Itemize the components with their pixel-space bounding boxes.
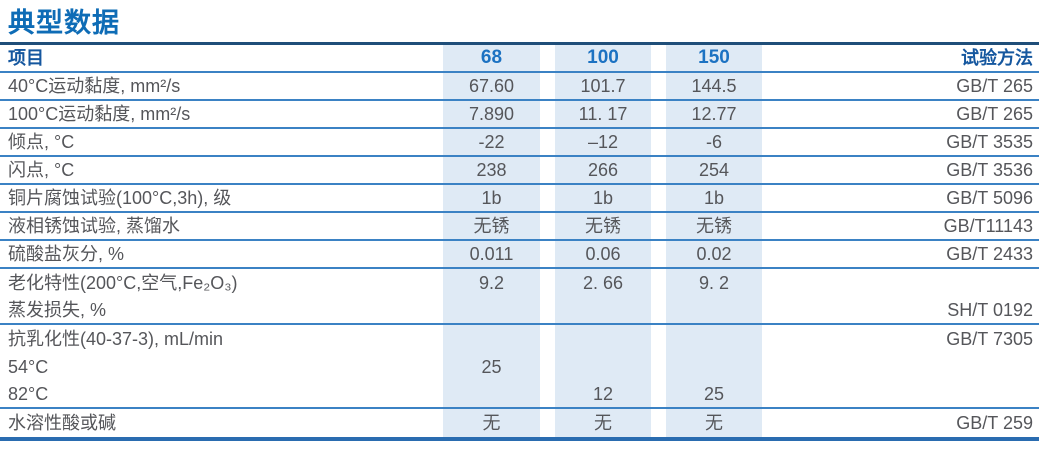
table-row: 铜片腐蚀试验(100°C,3h), 级 1b 1b 1b GB/T 5096: [0, 185, 1039, 213]
row-label: 54°C: [8, 357, 49, 377]
value-68: 9.2: [443, 269, 540, 297]
test-method: GB/T 259: [956, 413, 1033, 433]
column-gap: [651, 45, 666, 71]
row-label: 闪点, °C: [8, 160, 75, 180]
test-method: GB/T 265: [956, 76, 1033, 96]
typical-data-table: 项目 68 100 150 试验方法 40°C运动黏度, mm²/s 67.60…: [0, 45, 1039, 441]
row-label: 蒸发损失, %: [8, 300, 107, 320]
value-150: [666, 325, 762, 353]
value-150: [666, 353, 762, 381]
value-68: 无: [443, 409, 540, 437]
value-100: 101.7: [555, 73, 651, 99]
value-100: –12: [555, 129, 651, 155]
test-method: GB/T 3535: [946, 132, 1033, 152]
table-row: 水溶性酸或碱 无 无 无 GB/T 259: [0, 409, 1039, 437]
table-row: 抗乳化性(40-37-3), mL/min GB/T 7305: [0, 325, 1039, 353]
value-100: 11. 17: [555, 101, 651, 127]
table-header-row: 项目 68 100 150 试验方法: [0, 45, 1039, 73]
value-150: 144.5: [666, 73, 762, 99]
table-row: 100°C运动黏度, mm²/s 7.890 11. 17 12.77 GB/T…: [0, 101, 1039, 129]
table-row: 硫酸盐灰分, % 0.011 0.06 0.02 GB/T 2433: [0, 241, 1039, 269]
value-100: 266: [555, 157, 651, 183]
column-header-150: 150: [666, 45, 762, 71]
column-gap: [540, 45, 555, 71]
value-150: 254: [666, 157, 762, 183]
test-method: [762, 353, 1039, 381]
value-100: 2. 66: [555, 269, 651, 297]
row-label: 液相锈蚀试验, 蒸馏水: [8, 216, 181, 236]
test-method: GB/T 3536: [946, 160, 1033, 180]
value-68: [443, 381, 540, 407]
row-label: 82°C: [8, 384, 49, 404]
row-label: 铜片腐蚀试验(100°C,3h), 级: [8, 188, 232, 208]
value-68: 0.011: [443, 241, 540, 267]
value-100: [555, 297, 651, 323]
table-row: 液相锈蚀试验, 蒸馏水 无锈 无锈 无锈 GB/T11143: [0, 213, 1039, 241]
value-100: 无锈: [555, 213, 651, 239]
table-row: 82°C 12 25: [0, 381, 1039, 409]
test-method: GB/T11143: [943, 216, 1033, 236]
column-header-method: 试验方法: [961, 48, 1033, 68]
row-label: 倾点, °C: [8, 132, 75, 152]
row-label: 硫酸盐灰分, %: [8, 244, 125, 264]
column-header-item: 项目: [8, 48, 44, 68]
column-header-68: 68: [443, 45, 540, 71]
row-label: 40°C运动黏度, mm²/s: [8, 76, 181, 96]
table-row: 蒸发损失, % SH/T 0192: [0, 297, 1039, 325]
value-100: 1b: [555, 185, 651, 211]
test-method: SH/T 0192: [947, 300, 1033, 320]
value-150: 25: [666, 381, 762, 407]
value-150: 0.02: [666, 241, 762, 267]
table-row: 54°C 25: [0, 353, 1039, 381]
value-150: 无: [666, 409, 762, 437]
test-method: [762, 381, 1039, 407]
row-label: 水溶性酸或碱: [8, 413, 116, 433]
value-150: -6: [666, 129, 762, 155]
table-row: 倾点, °C -22 –12 -6 GB/T 3535: [0, 129, 1039, 157]
table-row: 老化特性(200°C,空气,Fe₂O₃) 9.2 2. 66 9. 2: [0, 269, 1039, 297]
value-68: 无锈: [443, 213, 540, 239]
test-method: GB/T 265: [956, 104, 1033, 124]
value-68: 1b: [443, 185, 540, 211]
value-68: -22: [443, 129, 540, 155]
value-68: 67.60: [443, 73, 540, 99]
value-100: 无: [555, 409, 651, 437]
test-method: GB/T 2433: [946, 244, 1033, 264]
value-100: [555, 325, 651, 353]
test-method: GB/T 5096: [946, 188, 1033, 208]
value-68: [443, 297, 540, 323]
value-100: [555, 353, 651, 381]
value-150: [666, 297, 762, 323]
value-68: 238: [443, 157, 540, 183]
row-label: 100°C运动黏度, mm²/s: [8, 104, 191, 124]
test-method: GB/T 7305: [946, 329, 1033, 349]
page-title: 典型数据: [8, 8, 120, 38]
value-68: [443, 325, 540, 353]
row-label: 抗乳化性(40-37-3), mL/min: [8, 329, 224, 349]
value-68: 7.890: [443, 101, 540, 127]
title-rule: [0, 42, 1039, 45]
value-150: 无锈: [666, 213, 762, 239]
value-150: 12.77: [666, 101, 762, 127]
test-method: [762, 269, 1039, 297]
value-150: 9. 2: [666, 269, 762, 297]
value-68: 25: [443, 353, 540, 381]
table-row: 40°C运动黏度, mm²/s 67.60 101.7 144.5 GB/T 2…: [0, 73, 1039, 101]
value-150: 1b: [666, 185, 762, 211]
value-100: 12: [555, 381, 651, 407]
column-header-100: 100: [555, 45, 651, 71]
table-row: 闪点, °C 238 266 254 GB/T 3536: [0, 157, 1039, 185]
value-100: 0.06: [555, 241, 651, 267]
row-label: 老化特性(200°C,空气,Fe₂O₃): [8, 273, 238, 293]
